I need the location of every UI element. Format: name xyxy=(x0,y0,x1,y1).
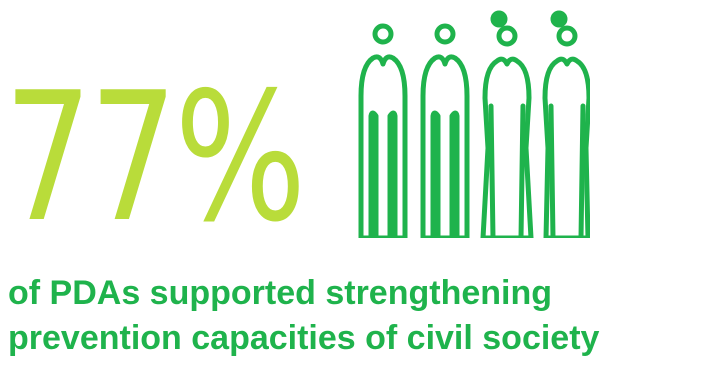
caption-line-2: prevention capacities of civil society xyxy=(8,319,600,357)
stat-number: 77% xyxy=(4,54,306,261)
woman-figure-icon xyxy=(542,10,590,238)
stat-caption: of PDAs supported strengthening preventi… xyxy=(8,271,599,361)
people-group-icon xyxy=(358,10,590,238)
man-figure-icon xyxy=(358,23,408,238)
man-figure-icon xyxy=(420,23,470,238)
woman-figure-icon xyxy=(480,10,534,238)
caption-line-1: of PDAs supported strengthening xyxy=(8,274,552,312)
